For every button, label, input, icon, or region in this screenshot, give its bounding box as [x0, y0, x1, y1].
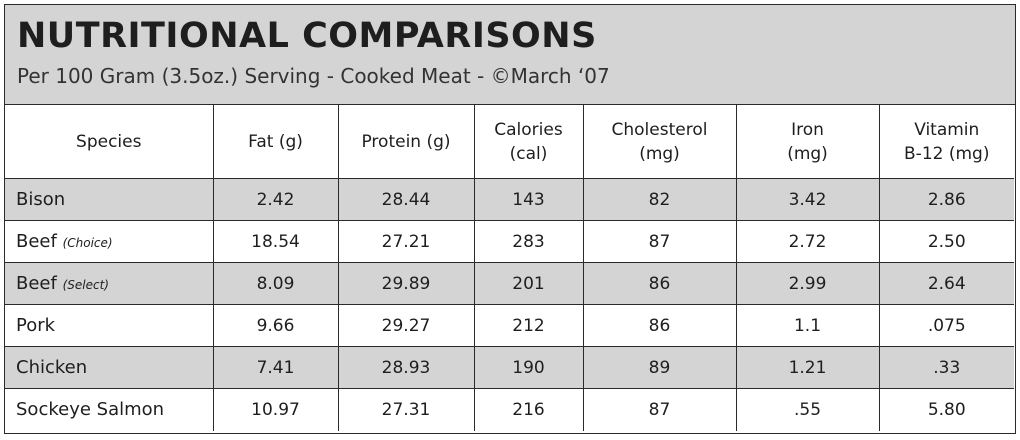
column-header-calories: Calories (cal)	[474, 105, 584, 179]
header-panel: NUTRITIONAL COMPARISONS Per 100 Gram (3.…	[5, 5, 1015, 105]
table-row: Beef (Choice) 18.54 27.21 283 87 2.72 2.…	[5, 220, 1014, 263]
cholesterol-cell: 86	[583, 304, 737, 347]
iron-cell: 1.1	[736, 304, 880, 347]
vitamin-b12-cell: 5.80	[927, 399, 966, 420]
cholesterol-cell: 82	[583, 178, 737, 221]
fat-cell: 9.66	[213, 304, 339, 347]
iron-cell: 3.42	[736, 178, 880, 221]
calories-cell: 212	[474, 304, 584, 347]
protein-cell: 27.21	[338, 220, 475, 263]
calories-cell: 190	[474, 346, 584, 389]
iron-cell: .55	[736, 388, 880, 431]
iron-cell: 1.21	[736, 346, 880, 389]
protein-cell: 28.44	[338, 178, 475, 221]
table-row: Pork 9.66 29.27 212 86 1.1 .075	[5, 304, 1014, 347]
cholesterol-cell: 89	[583, 346, 737, 389]
fat-cell: 8.09	[213, 262, 339, 305]
table-row: Sockeye Salmon 10.97 27.31 216 87 .55 5.…	[5, 388, 1014, 431]
calories-cell: 201	[474, 262, 584, 305]
species-cell: Bison	[5, 178, 214, 221]
vitamin-b12-cell: 2.86	[879, 178, 1014, 221]
column-header-species: Species	[5, 105, 214, 179]
table-header-row: Species Fat (g) Protein (g) Calories (cal…	[5, 105, 1014, 179]
cholesterol-cell: 87	[583, 220, 737, 263]
species-variant: (Select)	[62, 278, 109, 292]
table-row: Bison 2.42 28.44 143 82 3.42 2.86	[5, 178, 1014, 221]
calories-cell: 143	[474, 178, 584, 221]
page-title: NUTRITIONAL COMPARISONS	[17, 16, 597, 56]
column-header-iron: Iron (mg)	[736, 105, 880, 179]
species-cell: Beef (Choice)	[5, 220, 214, 263]
vitamin-b12-cell: .075	[879, 304, 1014, 347]
nutrition-table: Species Fat (g) Protein (g) Calories (cal…	[5, 105, 1014, 431]
fat-cell: 2.42	[213, 178, 339, 221]
fat-cell: 7.41	[213, 346, 339, 389]
vitamin-b12-cell: 2.50	[879, 220, 1014, 263]
species-cell: Beef (Select)	[5, 262, 214, 305]
species-variant: (Choice)	[62, 236, 113, 250]
iron-cell: 2.99	[736, 262, 880, 305]
cholesterol-cell: 87	[583, 388, 737, 431]
column-header-protein: Protein (g)	[338, 105, 475, 179]
iron-cell: 2.72	[736, 220, 880, 263]
protein-cell: 28.93	[338, 346, 475, 389]
protein-cell: 27.31	[338, 388, 475, 431]
table-row: Beef (Select) 8.09 29.89 201 86 2.99 2.6…	[5, 262, 1014, 305]
fat-cell: 10.97	[213, 388, 339, 431]
column-header-vitamin-b12: Vitamin B-12 (mg)	[879, 105, 1014, 179]
column-header-fat: Fat (g)	[213, 105, 339, 179]
calories-cell: 216	[474, 388, 584, 431]
page-subtitle: Per 100 Gram (3.5oz.) Serving - Cooked M…	[17, 64, 610, 88]
protein-cell: 29.89	[338, 262, 475, 305]
calories-cell: 283	[474, 220, 584, 263]
species-cell: Chicken	[5, 346, 214, 389]
vitamin-b12-cell: 2.64	[879, 262, 1014, 305]
cholesterol-cell: 86	[583, 262, 737, 305]
nutrition-sheet: NUTRITIONAL COMPARISONS Per 100 Gram (3.…	[4, 4, 1016, 434]
protein-cell: 29.27	[338, 304, 475, 347]
column-header-cholesterol: Cholesterol (mg)	[583, 105, 737, 179]
species-cell: Sockeye Salmon	[5, 388, 214, 431]
vitamin-b12-cell: .33	[879, 346, 1014, 389]
fat-cell: 18.54	[213, 220, 339, 263]
table-row: Chicken 7.41 28.93 190 89 1.21 .33	[5, 346, 1014, 389]
species-cell: Pork	[5, 304, 214, 347]
